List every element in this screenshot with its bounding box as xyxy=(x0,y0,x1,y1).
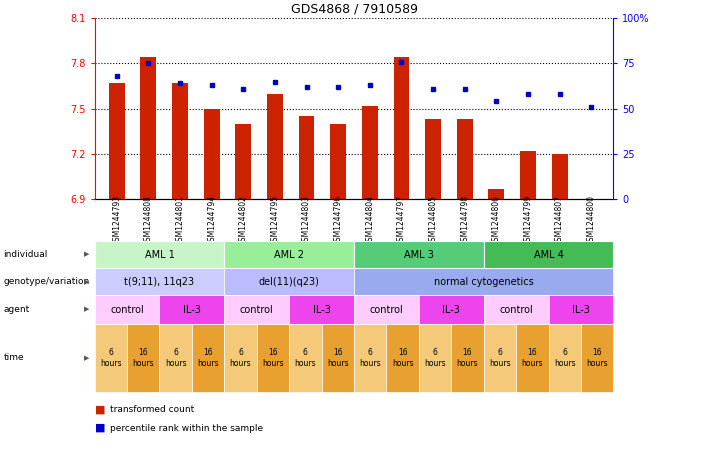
Bar xyxy=(299,116,315,199)
Bar xyxy=(362,106,378,199)
Text: ▶: ▶ xyxy=(83,279,89,285)
Bar xyxy=(109,83,125,199)
Text: ▶: ▶ xyxy=(83,355,89,361)
Text: GSM1244803: GSM1244803 xyxy=(302,195,311,246)
Text: 6
hours: 6 hours xyxy=(165,348,186,367)
Text: agent: agent xyxy=(4,305,29,314)
Bar xyxy=(426,119,441,199)
Text: GSM1244794: GSM1244794 xyxy=(207,195,216,246)
Text: GSM1244802: GSM1244802 xyxy=(239,195,247,246)
Text: AML 2: AML 2 xyxy=(274,250,304,260)
Text: GSM1244797: GSM1244797 xyxy=(397,195,406,246)
Bar xyxy=(204,109,219,199)
Text: individual: individual xyxy=(4,250,48,259)
Text: 16
hours: 16 hours xyxy=(586,348,608,367)
Text: control: control xyxy=(240,304,273,315)
Text: 16
hours: 16 hours xyxy=(197,348,219,367)
Text: time: time xyxy=(4,353,24,362)
Text: ▶: ▶ xyxy=(83,307,89,313)
Text: IL-3: IL-3 xyxy=(183,304,200,315)
Text: t(9;11), 11q23: t(9;11), 11q23 xyxy=(124,277,195,287)
Text: GSM1244808: GSM1244808 xyxy=(144,195,153,246)
Bar xyxy=(140,58,156,199)
Text: percentile rank within the sample: percentile rank within the sample xyxy=(110,424,263,433)
Text: ■: ■ xyxy=(95,423,105,433)
Bar xyxy=(172,83,188,199)
Text: 16
hours: 16 hours xyxy=(262,348,284,367)
Text: 16
hours: 16 hours xyxy=(456,348,478,367)
Text: normal cytogenetics: normal cytogenetics xyxy=(434,277,533,287)
Bar xyxy=(267,94,283,199)
Text: GSM1244799: GSM1244799 xyxy=(524,195,533,246)
Text: IL-3: IL-3 xyxy=(313,304,330,315)
Text: AML 1: AML 1 xyxy=(144,250,175,260)
Bar xyxy=(393,58,409,199)
Text: 6
hours: 6 hours xyxy=(230,348,252,367)
Text: IL-3: IL-3 xyxy=(572,304,590,315)
Text: GSM1244796: GSM1244796 xyxy=(334,195,343,246)
Text: 6
hours: 6 hours xyxy=(489,348,511,367)
Text: 6
hours: 6 hours xyxy=(100,348,122,367)
Text: AML 3: AML 3 xyxy=(404,250,434,260)
Text: control: control xyxy=(110,304,144,315)
Bar xyxy=(552,154,568,199)
Text: 6
hours: 6 hours xyxy=(294,348,316,367)
Text: GSM1244805: GSM1244805 xyxy=(428,195,437,246)
Text: 6
hours: 6 hours xyxy=(554,348,576,367)
Bar xyxy=(457,119,472,199)
Text: GSM1244801: GSM1244801 xyxy=(175,195,184,246)
Text: control: control xyxy=(499,304,533,315)
Bar xyxy=(330,124,346,199)
Text: ▶: ▶ xyxy=(83,251,89,258)
Text: control: control xyxy=(369,304,403,315)
Bar xyxy=(520,151,536,199)
Text: 16
hours: 16 hours xyxy=(132,348,154,367)
Title: GDS4868 / 7910589: GDS4868 / 7910589 xyxy=(290,3,418,15)
Text: AML 4: AML 4 xyxy=(533,250,564,260)
Text: GSM1244804: GSM1244804 xyxy=(365,195,374,246)
Text: IL-3: IL-3 xyxy=(442,304,460,315)
Bar xyxy=(236,124,251,199)
Text: genotype/variation: genotype/variation xyxy=(4,277,90,286)
Text: GSM1244806: GSM1244806 xyxy=(492,195,501,246)
Text: 16
hours: 16 hours xyxy=(522,348,543,367)
Bar xyxy=(489,189,504,199)
Text: transformed count: transformed count xyxy=(110,405,194,414)
Text: GSM1244800: GSM1244800 xyxy=(587,195,596,246)
Text: ■: ■ xyxy=(95,405,105,415)
Text: 6
hours: 6 hours xyxy=(360,348,381,367)
Text: GSM1244793: GSM1244793 xyxy=(112,195,121,246)
Text: GSM1244807: GSM1244807 xyxy=(555,195,564,246)
Text: GSM1244798: GSM1244798 xyxy=(461,195,469,246)
Text: GSM1244795: GSM1244795 xyxy=(271,195,280,246)
Text: 16
hours: 16 hours xyxy=(392,348,414,367)
Text: 6
hours: 6 hours xyxy=(424,348,446,367)
Text: 16
hours: 16 hours xyxy=(327,348,348,367)
Text: del(11)(q23): del(11)(q23) xyxy=(259,277,320,287)
